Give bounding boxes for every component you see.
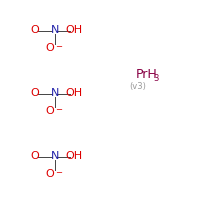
Text: O: O bbox=[31, 25, 39, 35]
Text: PrH: PrH bbox=[136, 68, 157, 81]
Text: −: − bbox=[56, 168, 63, 177]
Text: −: − bbox=[56, 105, 63, 114]
Text: O: O bbox=[45, 106, 54, 116]
Text: 3: 3 bbox=[154, 74, 159, 83]
Text: N: N bbox=[50, 151, 59, 161]
Text: N: N bbox=[50, 88, 59, 98]
Text: O: O bbox=[45, 43, 54, 53]
Text: OH: OH bbox=[66, 25, 83, 35]
Text: (v3): (v3) bbox=[130, 82, 146, 91]
Text: O: O bbox=[45, 169, 54, 179]
Text: O: O bbox=[31, 88, 39, 98]
Text: OH: OH bbox=[66, 151, 83, 161]
Text: O: O bbox=[31, 151, 39, 161]
Text: −: − bbox=[56, 42, 63, 51]
Text: N: N bbox=[50, 25, 59, 35]
Text: OH: OH bbox=[66, 88, 83, 98]
